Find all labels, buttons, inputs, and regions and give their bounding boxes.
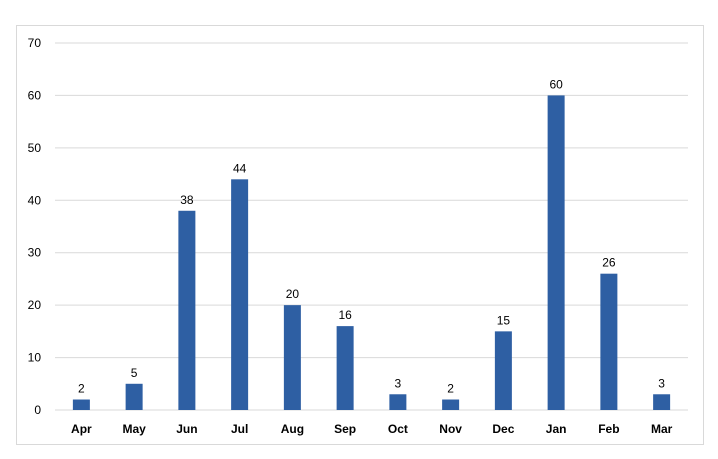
data-label-nov: 2 — [447, 382, 454, 396]
data-label-feb: 26 — [602, 256, 616, 270]
data-label-aug: 20 — [286, 287, 300, 301]
bar-dec — [494, 331, 512, 410]
data-label-dec: 15 — [497, 313, 511, 327]
x-tick-label-oct: Oct — [388, 422, 408, 436]
x-tick-label-apr: Apr — [71, 422, 92, 436]
x-tick-label-jun: Jun — [176, 422, 197, 436]
y-axis-tick-labels: 0 10 20 30 40 50 60 70 — [28, 36, 42, 417]
bar-apr — [72, 399, 90, 410]
x-tick-label-jul: Jul — [231, 422, 248, 436]
x-tick-label-sep: Sep — [334, 422, 356, 436]
x-tick-label-nov: Nov — [439, 422, 462, 436]
bar-aug — [283, 305, 301, 410]
data-label-oct: 3 — [395, 376, 402, 390]
y-tick-label: 30 — [28, 246, 42, 260]
y-tick-label: 40 — [28, 193, 42, 207]
x-tick-label-aug: Aug — [281, 422, 304, 436]
x-tick-label-jan: Jan — [546, 422, 567, 436]
bar-may — [125, 383, 143, 410]
data-label-jan: 60 — [549, 77, 563, 91]
x-tick-label-mar: Mar — [651, 422, 673, 436]
bar-sep — [336, 326, 354, 410]
x-tick-label-dec: Dec — [492, 422, 514, 436]
y-tick-label: 0 — [34, 403, 41, 417]
data-label-mar: 3 — [658, 376, 665, 390]
y-tick-label: 50 — [28, 141, 42, 155]
y-tick-label: 10 — [28, 351, 42, 365]
bar-jan — [547, 95, 565, 410]
bar-nov — [442, 399, 460, 410]
y-tick-label: 60 — [28, 88, 42, 102]
data-label-jun: 38 — [180, 193, 194, 207]
bar-oct — [389, 394, 407, 410]
bar-jun — [178, 210, 196, 410]
bars — [72, 95, 671, 410]
data-label-apr: 2 — [78, 382, 85, 396]
bar-feb — [600, 273, 618, 410]
data-label-sep: 16 — [338, 308, 352, 322]
bar-mar — [653, 394, 671, 410]
gridlines — [55, 42, 688, 411]
bar-jul — [231, 179, 249, 410]
x-tick-label-may: May — [122, 422, 146, 436]
data-labels: 2 5 38 44 20 16 3 2 15 60 26 3 — [78, 77, 665, 395]
y-tick-label: 70 — [28, 36, 42, 50]
data-label-may: 5 — [131, 366, 138, 380]
x-axis-category-labels: Apr May Jun Jul Aug Sep Oct Nov Dec Jan Feb Mar — [71, 422, 673, 436]
y-tick-label: 20 — [28, 298, 42, 312]
data-label-jul: 44 — [233, 161, 247, 175]
x-tick-label-feb: Feb — [598, 422, 619, 436]
